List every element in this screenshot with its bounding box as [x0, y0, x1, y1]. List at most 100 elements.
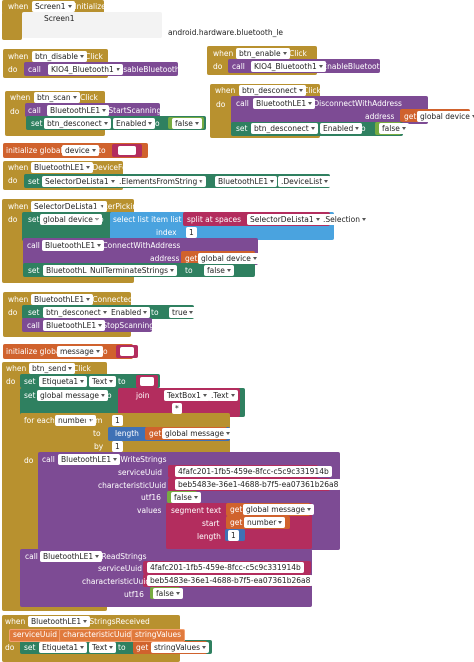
block-label: segment text: [171, 506, 222, 515]
block-label: when: [8, 163, 29, 172]
block-label: get: [136, 643, 149, 652]
block-label: Click: [303, 86, 321, 95]
block-label: do: [8, 176, 18, 185]
block-label: length: [197, 532, 221, 541]
block-label: to: [358, 124, 366, 133]
block-field: btn_scan: [34, 92, 80, 103]
block-label: length: [115, 429, 139, 438]
block-label: call: [25, 552, 38, 561]
block-label: call: [236, 99, 249, 108]
block-label: to: [98, 146, 106, 155]
block-field: 1: [112, 441, 123, 452]
block-field: Enabled: [113, 118, 156, 129]
block-label: .DisableBluetooth: [113, 65, 180, 74]
block-field: .ElementsFromString: [116, 176, 207, 187]
block-label: call: [27, 321, 40, 330]
block-field: Text: [89, 642, 117, 653]
block-field: btn_send: [29, 363, 76, 374]
block-field: 1: [186, 227, 197, 238]
block-field: global message: [243, 504, 314, 515]
block-field: BluetoothLE1: [43, 320, 106, 331]
block-field: SelectorDeLista1: [42, 176, 118, 187]
block-field: SelectorDeLista1: [31, 201, 107, 212]
block-field: .Text: [208, 390, 238, 401]
block-label: values: [137, 506, 162, 515]
block-label: get: [149, 429, 162, 438]
block-label: Click: [80, 93, 98, 102]
block-label: .ReadStrings: [99, 552, 147, 561]
block-label: android.hardware.bluetooth_le: [168, 28, 284, 37]
block-label: call: [28, 106, 41, 115]
block-label: set: [236, 124, 248, 133]
block-shape: [140, 377, 154, 386]
block-field: BluetoothLE1: [215, 176, 278, 187]
block-field: 4fafc201-1fb5-459e-8fcc-c5c9c331914b: [175, 466, 332, 477]
block-label: set: [28, 215, 40, 224]
block-field: number: [55, 415, 97, 426]
block-label: to: [118, 377, 126, 386]
block-label: .EnableBluetooth: [320, 62, 385, 71]
block-label: call: [42, 455, 55, 464]
block-label: to: [93, 429, 101, 438]
block-label: .StartScanning: [106, 106, 162, 115]
block-label: do: [216, 100, 226, 109]
block-label: to: [118, 643, 126, 652]
block-label: characteristicUuid: [98, 481, 167, 490]
block-label: utf16: [124, 590, 144, 599]
block-field: false: [204, 265, 234, 276]
block-shape: [22, 12, 162, 38]
block-field: message: [57, 346, 103, 357]
block-label: when: [8, 295, 29, 304]
block-label: Click: [289, 49, 307, 58]
block-field: TextBox1: [164, 390, 210, 401]
block-label: do: [8, 308, 18, 317]
block-label: to: [151, 308, 159, 317]
block-label: by: [94, 442, 104, 451]
block-field: .Selection: [320, 214, 369, 225]
block-field: false: [171, 492, 201, 503]
block-field: btn_desconect: [44, 118, 111, 129]
block-label: when: [8, 52, 29, 61]
block-field: btn_desconect: [43, 307, 110, 318]
block-label: .Connected: [90, 295, 133, 304]
block-field: beb5483e-36e1-4688-b7f5-ea07361b26a8: [175, 479, 342, 490]
block-label: do: [8, 65, 18, 74]
block-field: BluetoothLE1: [28, 616, 91, 627]
block-label: call: [232, 62, 245, 71]
block-label: when: [5, 617, 26, 626]
block-label: do: [213, 62, 223, 71]
block-field: Text: [89, 376, 117, 387]
block-label: .ConnectWithAddress: [100, 241, 181, 250]
block-field: serviceUuid: [9, 629, 61, 642]
block-label: when: [215, 86, 236, 95]
block-label: initialize global: [6, 347, 63, 356]
block-field: btn_enable: [236, 48, 290, 59]
block-shape: [118, 146, 136, 155]
block-label: .StringsReceived: [87, 617, 150, 626]
block-field: global device: [198, 253, 260, 264]
block-field: global message: [162, 428, 233, 439]
block-label: .DeviceFound: [90, 163, 141, 172]
block-label: .Initialize: [72, 2, 106, 11]
block-label: .DisconnectWithAddress: [311, 99, 402, 108]
block-label: when: [8, 202, 29, 211]
block-label: .WriteStrings: [118, 455, 167, 464]
block-field: beb5483e-36e1-4688-b7f5-ea07361b26a8: [147, 575, 314, 586]
block-field: Enabled: [108, 307, 151, 318]
block-label: address: [365, 112, 395, 121]
block-label: join: [136, 391, 150, 400]
block-field: global message: [37, 390, 108, 401]
block-field: BluetoothLE1: [40, 551, 103, 562]
block-label: initialize global: [6, 146, 63, 155]
block-label: when: [8, 2, 29, 11]
block-label: serviceUuid: [118, 468, 162, 477]
block-field: 1: [228, 530, 239, 541]
block-field: BluetoothLE1: [253, 98, 316, 109]
block-field: BluetoothLE1: [58, 454, 121, 465]
block-label: Click: [85, 52, 103, 61]
block-label: call: [27, 241, 40, 250]
block-field: Etiqueta1: [39, 642, 88, 653]
block-field: number: [244, 517, 286, 528]
